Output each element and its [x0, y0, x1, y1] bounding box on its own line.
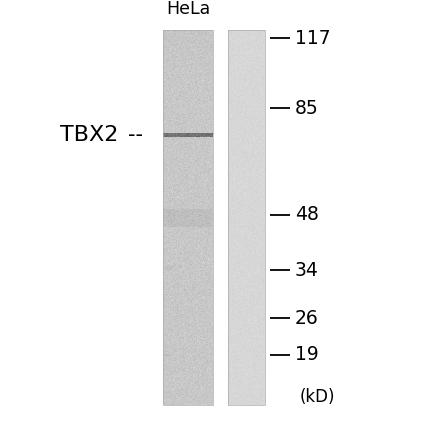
Text: --: --: [128, 125, 143, 145]
Text: (kD): (kD): [300, 388, 335, 406]
Text: 117: 117: [295, 29, 330, 48]
Text: 26: 26: [295, 309, 319, 328]
Text: 34: 34: [295, 261, 319, 280]
Text: HeLa: HeLa: [166, 0, 210, 18]
Text: 19: 19: [295, 345, 319, 365]
Text: 85: 85: [295, 98, 319, 117]
Text: 48: 48: [295, 206, 319, 224]
Bar: [228, 30, 265, 405]
Text: TBX2: TBX2: [60, 125, 118, 145]
Bar: [163, 30, 213, 405]
